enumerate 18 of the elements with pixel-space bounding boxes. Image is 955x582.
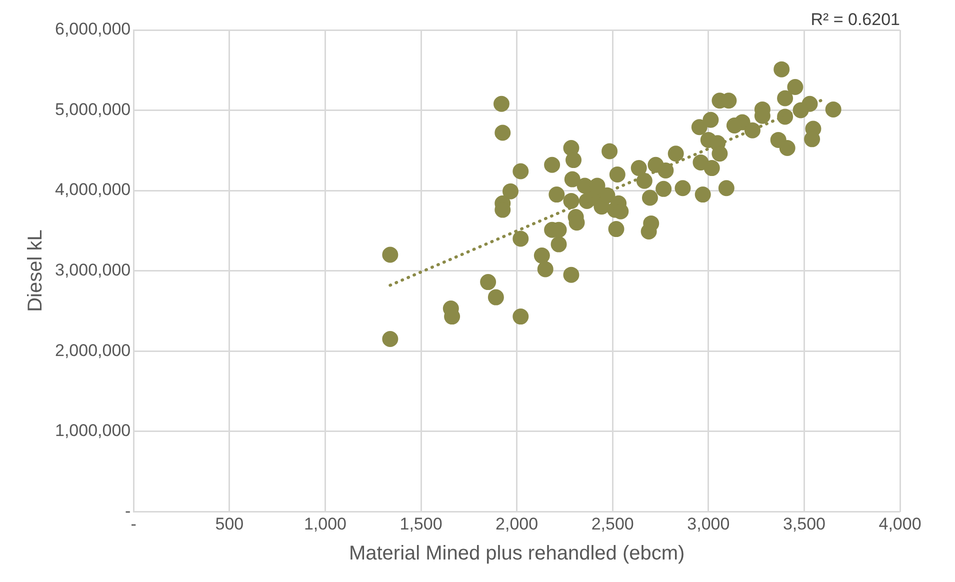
x-tick-label: 2,500: [591, 514, 634, 534]
y-tick-label: 1,000,000: [54, 421, 131, 440]
x-tick-label: 500: [215, 514, 244, 534]
y-axis-title: Diesel kL: [24, 230, 47, 312]
y-tick-label: 4,000,000: [54, 180, 131, 200]
x-axis-title: Material Mined plus rehandled (ebcm): [348, 542, 685, 565]
x-tick-label: 3,000: [687, 514, 730, 534]
y-tick-label: -: [124, 501, 131, 520]
text: R² = 0.6201: [810, 10, 900, 30]
y-tick-label: 3,000,000: [54, 260, 131, 280]
x-tick-label: 1,500: [400, 514, 442, 534]
x-tick-label: 4,000: [878, 514, 922, 534]
x-tick-label: 2,000: [496, 514, 538, 534]
x-tick-label: 3,500: [782, 514, 826, 534]
y-tick-label: 2,000,000: [54, 340, 131, 360]
y-tick-label: 5,000,000: [54, 100, 131, 119]
y-tick-label: 6,000,000: [54, 20, 131, 39]
x-tick-label: 1,000: [304, 514, 346, 534]
